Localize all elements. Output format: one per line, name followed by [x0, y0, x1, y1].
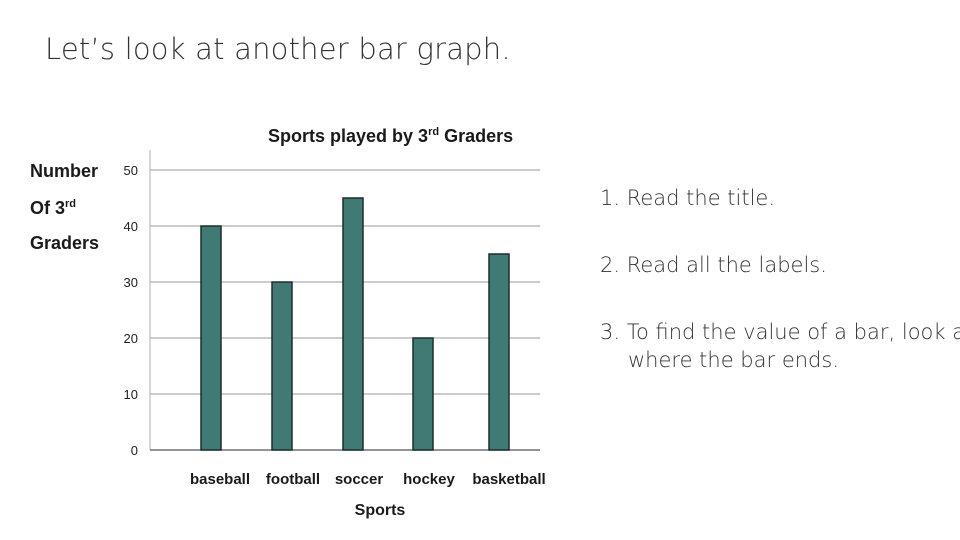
bars [200, 197, 510, 451]
category-label-hockey: hockey [403, 471, 455, 488]
y-tick-label: 20 [124, 331, 138, 346]
chart-title: Sports played by 3rd Graders [268, 126, 513, 146]
y-tick-labels: 0 10 20 30 40 50 [124, 163, 138, 458]
chart-title-end: Graders [439, 126, 513, 146]
y-axis-label-line-2-text: Of 3 [30, 198, 65, 218]
category-labels: baseball football soccer hockey basketball [190, 471, 546, 488]
chart-title-superscript: rd [428, 126, 439, 138]
instruction-step-1: 1. Read the title. [600, 186, 776, 210]
y-tick-label: 10 [124, 387, 138, 402]
bar-football [271, 281, 293, 451]
y-tick-label: 50 [124, 163, 138, 178]
bar-hockey [412, 337, 434, 451]
y-axis-label-line-2: Of 3rd [30, 198, 76, 218]
instruction-step-3: 3. To find the value of a bar, look at w… [600, 320, 960, 372]
slide-title: Let’s look at another bar graph. [45, 32, 511, 66]
y-tick-label: 40 [124, 219, 138, 234]
y-axis-label-line-3: Graders [30, 233, 99, 253]
y-axis-label-superscript: rd [65, 198, 76, 210]
y-axis-label-line-1: Number [30, 161, 98, 181]
instruction-step-2: 2. Read all the labels. [600, 253, 827, 277]
bar-baseball [200, 225, 222, 451]
category-label-football: football [266, 471, 320, 488]
bar-basketball [488, 253, 510, 451]
category-label-basketball: basketball [472, 471, 545, 488]
chart-title-main: Sports played by 3 [268, 126, 428, 146]
x-axis-label: Sports [355, 502, 406, 519]
category-label-baseball: baseball [190, 471, 250, 488]
y-tick-label: 30 [124, 275, 138, 290]
bar-soccer [342, 197, 364, 451]
category-label-soccer: soccer [335, 471, 384, 488]
y-tick-label: 0 [131, 443, 138, 458]
